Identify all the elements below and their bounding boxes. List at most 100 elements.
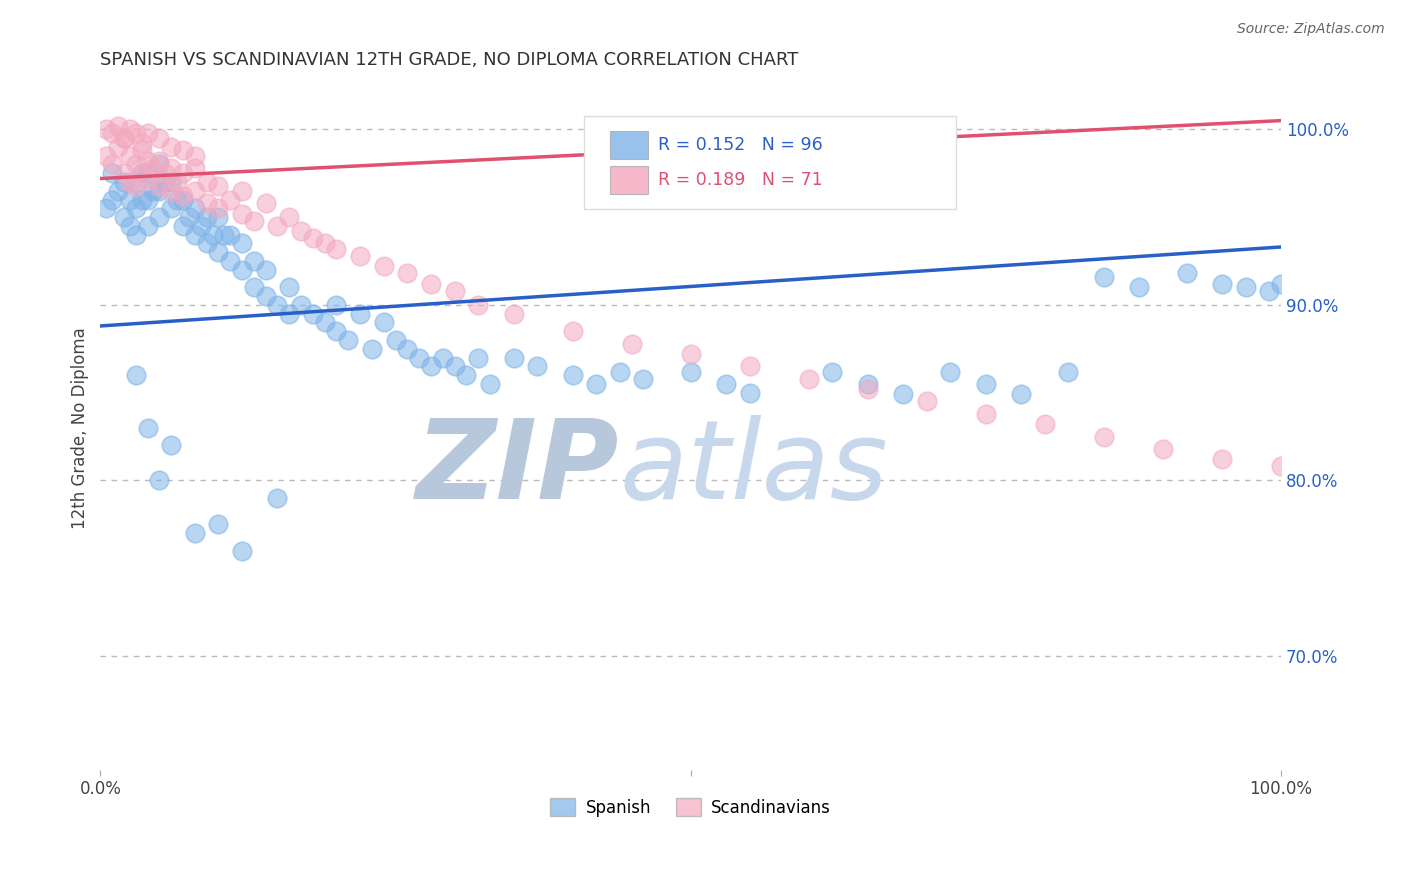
Point <box>254 196 277 211</box>
Point <box>302 307 325 321</box>
Point <box>184 184 207 198</box>
Point <box>160 140 183 154</box>
Point <box>125 368 148 383</box>
Point <box>609 365 631 379</box>
Point <box>118 149 141 163</box>
Point <box>278 280 301 294</box>
Point <box>96 122 118 136</box>
Point <box>974 407 997 421</box>
Point <box>148 184 170 198</box>
Point <box>172 144 194 158</box>
Point <box>112 131 135 145</box>
Point <box>290 298 312 312</box>
Point <box>373 260 395 274</box>
Point <box>314 236 336 251</box>
Point <box>1092 269 1115 284</box>
FancyBboxPatch shape <box>585 116 956 209</box>
Point <box>1057 365 1080 379</box>
Point <box>396 342 419 356</box>
Point <box>96 149 118 163</box>
Y-axis label: 12th Grade, No Diploma: 12th Grade, No Diploma <box>72 326 89 529</box>
Point <box>207 245 229 260</box>
Point <box>190 219 212 233</box>
Point <box>148 131 170 145</box>
Point <box>160 184 183 198</box>
Point <box>443 359 465 374</box>
Point <box>155 175 177 189</box>
Point <box>1092 429 1115 443</box>
Point <box>373 315 395 329</box>
Point <box>349 249 371 263</box>
Point <box>112 131 135 145</box>
Point <box>172 193 194 207</box>
Text: R = 0.152   N = 96: R = 0.152 N = 96 <box>658 136 823 154</box>
Point <box>231 262 253 277</box>
Point <box>136 126 159 140</box>
Point <box>278 307 301 321</box>
Point <box>107 119 129 133</box>
Point <box>254 262 277 277</box>
Point <box>148 153 170 168</box>
Point <box>131 166 153 180</box>
Point <box>201 227 224 242</box>
Point <box>184 149 207 163</box>
Legend: Spanish, Scandinavians: Spanish, Scandinavians <box>544 792 838 823</box>
Point <box>266 298 288 312</box>
Point <box>136 153 159 168</box>
Point <box>125 227 148 242</box>
Point <box>118 193 141 207</box>
Point <box>254 289 277 303</box>
Point <box>112 175 135 189</box>
Point <box>219 193 242 207</box>
Point <box>266 491 288 505</box>
Point <box>148 157 170 171</box>
Point <box>160 202 183 216</box>
Point <box>443 284 465 298</box>
Point <box>172 219 194 233</box>
Point <box>136 421 159 435</box>
Point <box>231 184 253 198</box>
Point <box>125 202 148 216</box>
Point <box>207 517 229 532</box>
Point <box>101 166 124 180</box>
Point <box>142 161 165 175</box>
Point <box>408 351 430 365</box>
Point <box>502 307 524 321</box>
Point <box>1211 452 1233 467</box>
Point <box>419 277 441 291</box>
Point <box>585 376 607 391</box>
Point <box>142 184 165 198</box>
Point <box>160 175 183 189</box>
Point <box>620 336 643 351</box>
Point <box>195 175 218 189</box>
Point <box>118 219 141 233</box>
Point <box>1128 280 1150 294</box>
Text: ZIP: ZIP <box>416 416 620 523</box>
Point <box>1033 417 1056 432</box>
Point <box>243 254 266 268</box>
Point <box>125 175 148 189</box>
FancyBboxPatch shape <box>610 166 648 194</box>
Point <box>349 307 371 321</box>
Point <box>361 342 384 356</box>
Point <box>148 474 170 488</box>
Point <box>1010 387 1032 401</box>
Point <box>939 365 962 379</box>
Point <box>195 196 218 211</box>
Point <box>679 365 702 379</box>
Point <box>633 371 655 385</box>
Point <box>1152 442 1174 456</box>
Point <box>219 254 242 268</box>
Point <box>290 224 312 238</box>
Point <box>107 184 129 198</box>
Point <box>125 126 148 140</box>
Point <box>243 280 266 294</box>
Text: atlas: atlas <box>620 416 889 523</box>
Point <box>797 371 820 385</box>
Point <box>915 394 938 409</box>
Point <box>148 210 170 224</box>
Point <box>172 189 194 203</box>
Point <box>112 166 135 180</box>
Point <box>738 385 761 400</box>
Point <box>112 210 135 224</box>
